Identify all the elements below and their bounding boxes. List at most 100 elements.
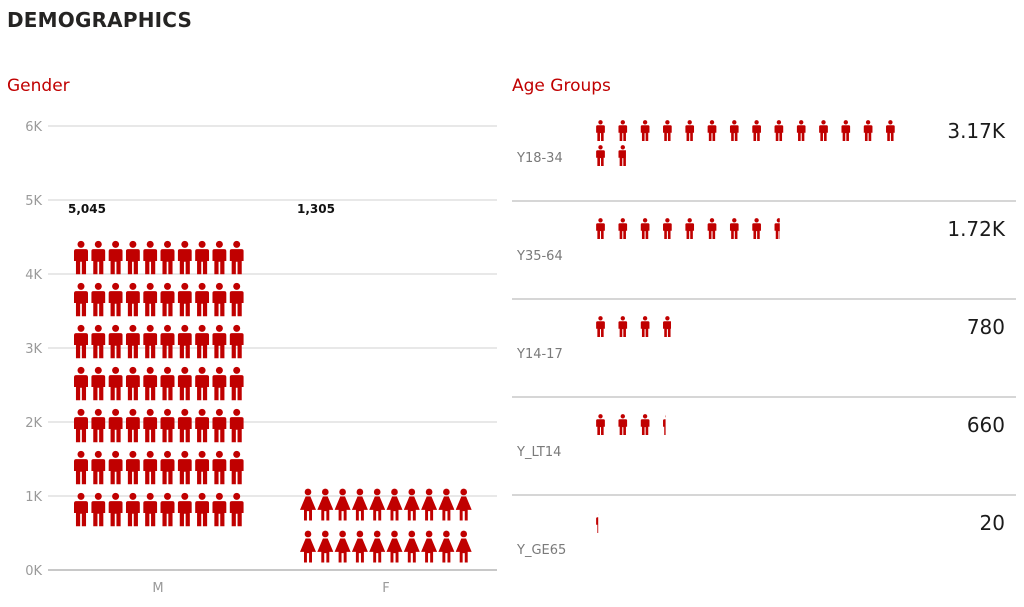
male-person-icon (125, 324, 140, 359)
male-person-icon (160, 324, 175, 359)
age-person-icon (640, 218, 650, 239)
male-person-icon (195, 282, 210, 317)
male-person-icon (212, 324, 227, 359)
male-person-icon (212, 282, 227, 317)
male-person-icon (177, 450, 192, 485)
gender-y-tick-label: 2K (25, 416, 42, 431)
male-person-icon (108, 366, 123, 401)
female-person-icon (300, 530, 316, 563)
female-person-icon (455, 488, 472, 521)
gender-data-label-m: 5,045 (68, 202, 106, 216)
female-person-icon (403, 530, 420, 563)
age-person-icon (640, 414, 650, 435)
male-person-icon (195, 450, 210, 485)
age-person-icon (663, 316, 672, 337)
male-person-icon (195, 366, 210, 401)
gender-y-tick-label: 5K (25, 194, 42, 209)
gender-category-label-f: F (382, 581, 389, 596)
male-person-icon (91, 240, 106, 275)
male-person-icon (229, 282, 244, 317)
male-person-icon (160, 450, 175, 485)
age-person-icon (685, 120, 695, 141)
age-category-label: Y_GE65 (516, 543, 566, 558)
female-person-icon (438, 488, 455, 521)
female-person-icon (386, 488, 403, 521)
male-person-icon (229, 366, 244, 401)
male-person-icon (160, 366, 175, 401)
age-row-y18-34: Y18-34 3.17K (516, 119, 1006, 166)
age-person-icon (729, 218, 739, 239)
female-person-icon (438, 530, 455, 563)
age-person-icon (640, 120, 650, 141)
age-person-icon (596, 120, 605, 141)
gender-y-tick-label: 3K (25, 342, 42, 357)
male-person-icon (108, 492, 123, 527)
male-person-icon (229, 324, 244, 359)
age-person-icon (618, 218, 628, 239)
male-person-icon (212, 450, 227, 485)
age-row-y-ge65: Y_GE65 20 (516, 511, 1005, 558)
female-person-icon (369, 488, 386, 521)
male-person-icon (177, 282, 192, 317)
age-value-label: 660 (967, 413, 1005, 437)
age-category-label: Y14-17 (516, 347, 563, 362)
male-person-icon (143, 492, 158, 527)
age-person-icon (663, 414, 666, 435)
male-person-icon (108, 282, 123, 317)
male-person-icon (91, 366, 106, 401)
age-person-icon (596, 145, 605, 166)
age-person-icon (707, 120, 717, 141)
gender-y-tick-label: 1K (25, 490, 42, 505)
age-person-icon (819, 120, 828, 141)
male-person-icon (229, 240, 244, 275)
male-person-icon (74, 408, 88, 443)
male-person-icon (177, 324, 192, 359)
age-person-icon (774, 120, 784, 141)
male-person-icon (143, 324, 158, 359)
gender-bar-m (74, 240, 244, 527)
male-person-icon (160, 282, 175, 317)
age-person-icon (618, 316, 628, 337)
age-person-icon (618, 145, 626, 166)
age-value-label: 1.72K (947, 217, 1006, 241)
gender-y-tick-label: 4K (25, 268, 42, 283)
female-person-icon (334, 530, 351, 563)
male-person-icon (91, 282, 106, 317)
male-person-icon (143, 450, 158, 485)
male-person-icon (195, 324, 210, 359)
male-person-icon (195, 408, 210, 443)
gender-chart-title: Gender (7, 76, 70, 96)
female-person-icon (386, 530, 403, 563)
male-person-icon (229, 492, 244, 527)
male-person-icon (143, 240, 158, 275)
male-person-icon (74, 282, 88, 317)
female-person-icon (421, 488, 438, 521)
male-person-icon (212, 240, 227, 275)
age-person-icon (752, 218, 761, 239)
female-person-icon (317, 530, 334, 563)
male-person-icon (125, 450, 140, 485)
male-person-icon (177, 366, 192, 401)
female-person-icon (317, 488, 334, 521)
male-person-icon (160, 408, 175, 443)
male-person-icon (143, 282, 158, 317)
female-person-icon (351, 530, 368, 563)
male-person-icon (74, 366, 88, 401)
age-person-icon (886, 120, 895, 141)
gender-y-tick-label: 0K (25, 564, 42, 579)
age-value-label: 3.17K (947, 119, 1006, 143)
female-person-icon (455, 530, 472, 563)
male-person-icon (212, 366, 227, 401)
male-person-icon (74, 450, 88, 485)
age-person-icon (729, 120, 739, 141)
male-person-icon (212, 492, 227, 527)
male-person-icon (229, 408, 244, 443)
age-category-label: Y18-34 (516, 151, 563, 166)
age-person-icon (685, 218, 695, 239)
male-person-icon (195, 492, 210, 527)
male-person-icon (160, 240, 175, 275)
age-row-y14-17: Y14-17 780 (516, 315, 1005, 362)
age-row-y35-64: Y35-64 1.72K (516, 217, 1006, 264)
male-person-icon (160, 492, 175, 527)
male-person-icon (74, 240, 88, 275)
